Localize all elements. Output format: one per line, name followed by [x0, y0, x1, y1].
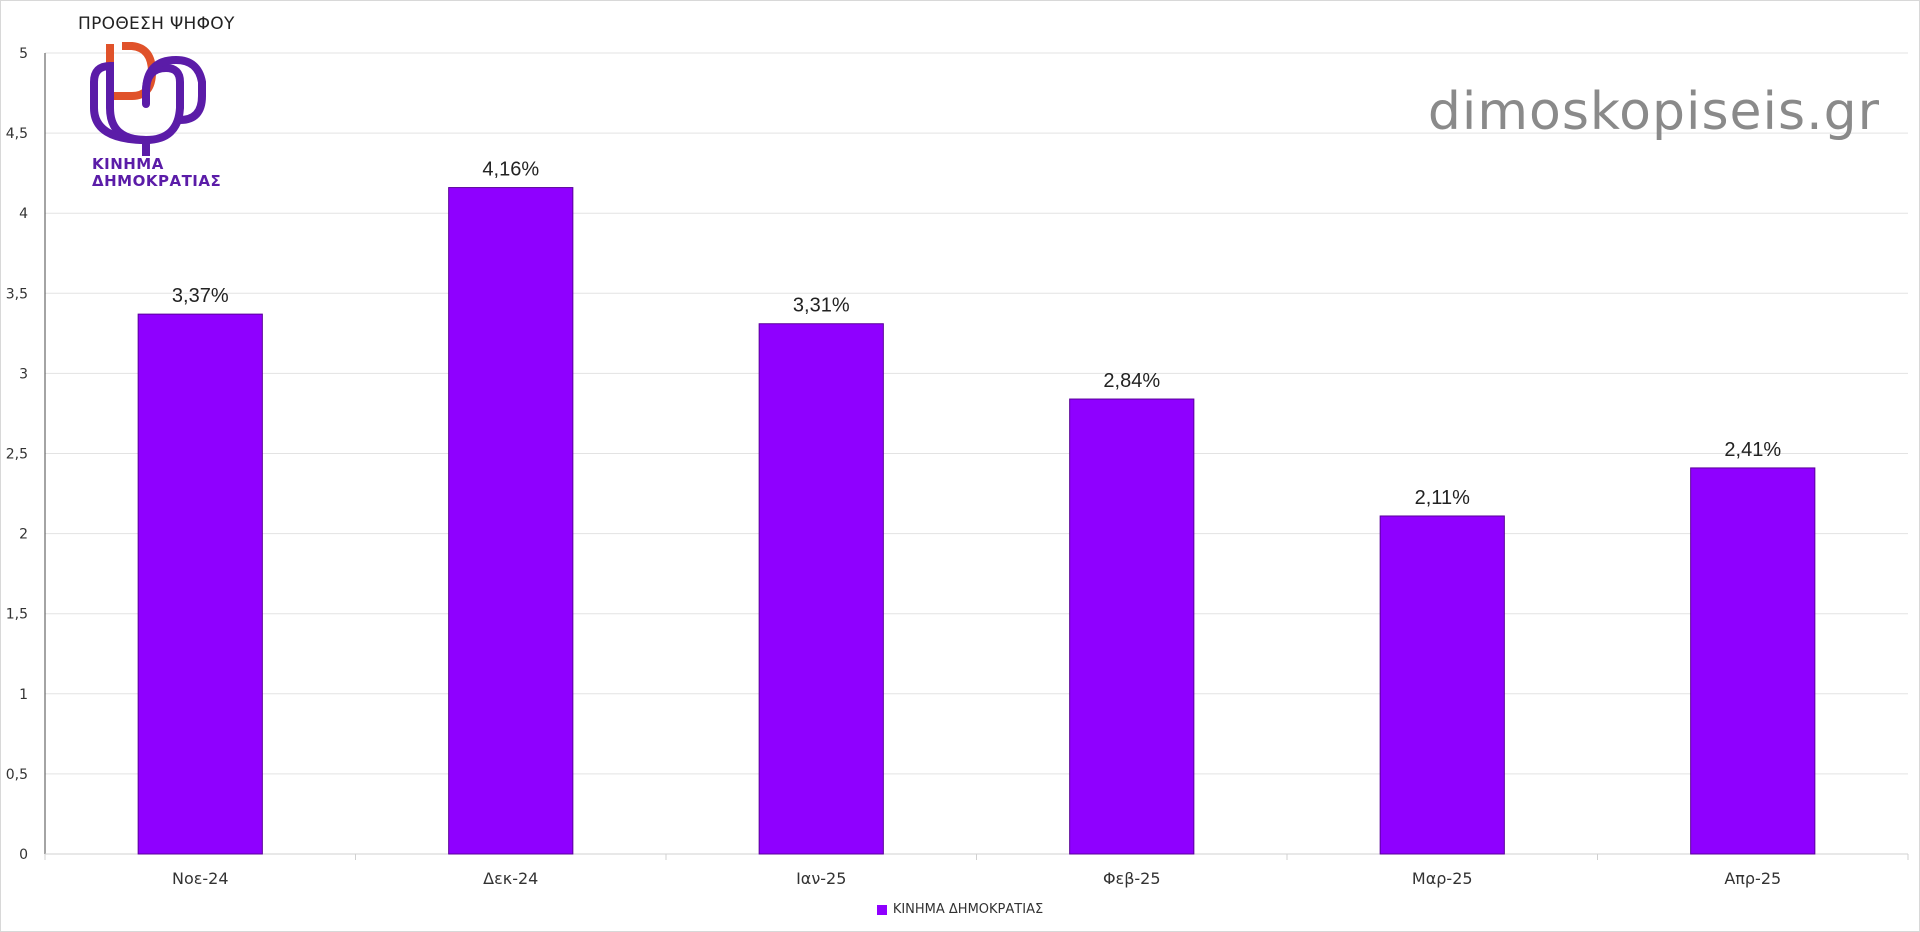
bar [1069, 398, 1195, 855]
data-label: 2,11% [1415, 487, 1470, 509]
bar [758, 323, 884, 855]
x-tick-label: Φεβ-25 [1103, 869, 1161, 888]
x-tick-label: Μαρ-25 [1412, 869, 1473, 888]
y-tick-label: 3 [19, 366, 28, 382]
y-tick-label: 0,5 [6, 767, 28, 783]
x-tick-label: Δεκ-24 [483, 869, 538, 888]
party-logo-mark [90, 42, 206, 156]
data-label: 3,31% [793, 295, 850, 317]
y-tick-label: 5 [19, 46, 28, 62]
site-watermark: dimoskopiseis.gr [1427, 82, 1880, 142]
chart-title: ΠΡΟΘΕΣΗ ΨΗΦΟΥ [78, 14, 235, 34]
logo-line-1: ΚΙΝΗΜΑ [92, 155, 164, 173]
x-tick-label: Νοε-24 [172, 869, 229, 888]
party-logo-text: ΚΙΝΗΜΑ ΔΗΜΟΚΡΑΤΙΑΣ [92, 156, 221, 190]
y-tick-label: 4,5 [6, 126, 28, 142]
legend-label: ΚΙΝΗΜΑ ΔΗΜΟΚΡΑΤΙΑΣ [892, 902, 1044, 917]
x-tick-label: Απρ-25 [1724, 869, 1781, 888]
y-tick-label: 1,5 [6, 607, 28, 623]
y-tick-label: 1 [19, 687, 28, 703]
y-tick-label: 2 [19, 527, 28, 543]
y-tick-label: 4 [19, 206, 28, 222]
bar [137, 313, 263, 855]
y-tick-label: 2,5 [6, 447, 28, 463]
bar [1379, 515, 1505, 855]
x-tick-label: Ιαν-25 [796, 869, 846, 888]
y-tick-label: 3,5 [6, 286, 28, 302]
data-label: 4,16% [482, 159, 539, 181]
party-logo: ΚΙΝΗΜΑ ΔΗΜΟΚΡΑΤΙΑΣ [88, 38, 228, 198]
y-tick-label: 0 [19, 847, 28, 863]
bar [1690, 467, 1816, 855]
logo-line-2: ΔΗΜΟΚΡΑΤΙΑΣ [92, 172, 222, 190]
legend-swatch [876, 904, 887, 915]
bar [448, 187, 574, 855]
data-label: 2,84% [1103, 370, 1160, 392]
legend: ΚΙΝΗΜΑ ΔΗΜΟΚΡΑΤΙΑΣ [0, 902, 1920, 917]
data-label: 3,37% [172, 285, 229, 307]
data-label: 2,41% [1724, 439, 1781, 461]
